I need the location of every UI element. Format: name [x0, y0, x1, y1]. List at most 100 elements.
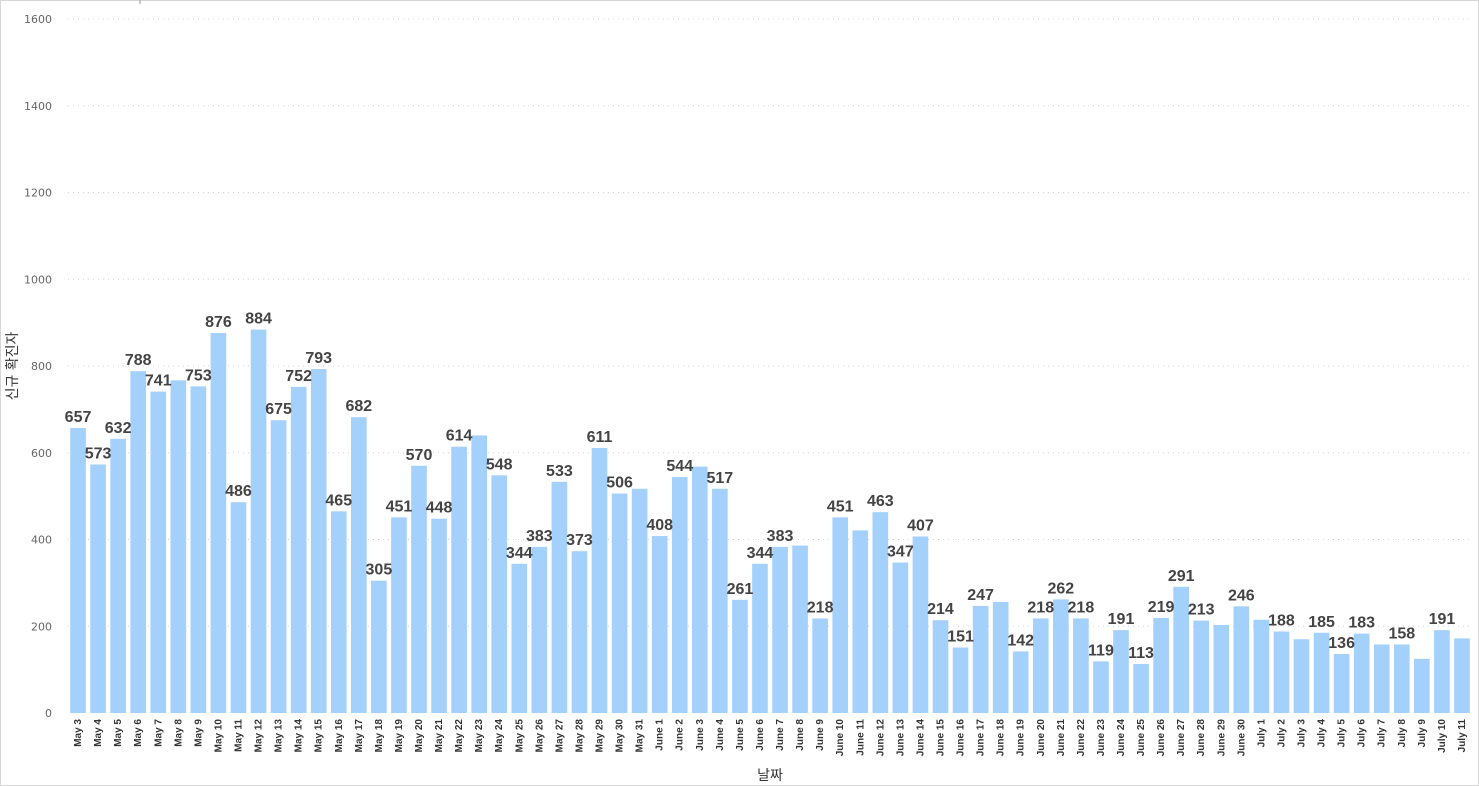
bar[interactable]	[1012, 651, 1029, 713]
bar[interactable]	[531, 546, 548, 713]
bar[interactable]	[1333, 654, 1350, 713]
bar[interactable]	[491, 475, 508, 713]
bar[interactable]	[90, 464, 106, 713]
data-label: 753	[185, 367, 212, 384]
bar[interactable]	[1434, 630, 1450, 713]
bar[interactable]	[210, 333, 227, 713]
bar[interactable]	[591, 447, 608, 713]
bar[interactable]	[1414, 658, 1430, 713]
bar[interactable]	[852, 530, 869, 713]
bar[interactable]	[1393, 644, 1410, 713]
x-tick-label: June 3	[695, 719, 706, 751]
bar[interactable]	[411, 465, 427, 713]
bar[interactable]	[1313, 632, 1330, 713]
bar[interactable]	[551, 481, 568, 713]
bar[interactable]	[732, 599, 748, 713]
bar[interactable]	[290, 386, 307, 713]
x-tick-label: May 28	[574, 719, 585, 753]
bar[interactable]	[812, 618, 828, 713]
data-label: 347	[887, 543, 914, 560]
bar[interactable]	[1133, 663, 1149, 713]
bar[interactable]	[832, 517, 849, 713]
bar[interactable]	[1273, 631, 1290, 713]
bar[interactable]	[772, 546, 788, 713]
x-tick-label: June 23	[1096, 719, 1107, 757]
bar[interactable]	[631, 488, 648, 713]
bar[interactable]	[892, 562, 909, 713]
data-label: 214	[927, 601, 954, 618]
bar[interactable]	[230, 502, 247, 713]
bar[interactable]	[451, 446, 467, 713]
bar[interactable]	[912, 536, 929, 713]
bar[interactable]	[1233, 606, 1250, 713]
bar[interactable]	[310, 369, 327, 713]
x-tick-label: June 28	[1196, 719, 1207, 757]
bar[interactable]	[571, 551, 588, 713]
bar[interactable]	[1454, 638, 1470, 713]
x-tick-label: May 13	[274, 719, 285, 753]
bar[interactable]	[110, 438, 126, 713]
bar[interactable]	[691, 466, 708, 713]
bar[interactable]	[1293, 639, 1310, 713]
bar[interactable]	[1113, 630, 1129, 713]
data-label: 611	[587, 429, 613, 446]
bar[interactable]	[1093, 661, 1109, 713]
x-tick-label: May 21	[434, 719, 445, 753]
x-tick-label: June 10	[835, 719, 846, 757]
x-tick-label: May 27	[554, 719, 565, 753]
bar[interactable]	[651, 536, 668, 713]
bar[interactable]	[1353, 633, 1370, 713]
bar[interactable]	[1032, 618, 1049, 713]
data-label: 191	[1429, 611, 1456, 628]
x-tick-label: July 4	[1317, 719, 1328, 748]
bar[interactable]	[351, 417, 367, 713]
bar[interactable]	[1253, 619, 1270, 713]
bar[interactable]	[1153, 618, 1169, 713]
bar[interactable]	[391, 517, 407, 713]
data-label: 448	[426, 500, 453, 517]
data-label: 188	[1268, 612, 1295, 629]
x-tick-label: June 6	[755, 719, 766, 751]
bar[interactable]	[611, 493, 628, 713]
x-tick-label: June 9	[815, 719, 826, 751]
bar[interactable]	[952, 647, 969, 713]
bar[interactable]	[992, 601, 1009, 713]
bar[interactable]	[150, 391, 167, 713]
bar[interactable]	[1373, 644, 1390, 713]
data-label: 506	[606, 475, 633, 492]
data-label: 451	[386, 498, 413, 515]
bar[interactable]	[471, 435, 487, 713]
bar[interactable]	[932, 620, 949, 713]
data-label: 191	[1108, 611, 1135, 628]
bar[interactable]	[431, 518, 447, 713]
bar[interactable]	[671, 477, 688, 713]
bar[interactable]	[270, 420, 287, 713]
bar[interactable]	[1193, 620, 1210, 713]
x-tick-label: June 11	[855, 719, 866, 756]
bar[interactable]	[170, 380, 187, 713]
bar[interactable]	[872, 512, 889, 713]
bar[interactable]	[752, 563, 768, 713]
x-tick-label: May 19	[394, 719, 405, 753]
bars	[70, 329, 1470, 713]
bar[interactable]	[130, 371, 147, 713]
bar[interactable]	[330, 511, 347, 713]
x-tick-label: June 17	[976, 719, 987, 757]
x-tick-label: June 18	[996, 719, 1007, 757]
bar[interactable]	[972, 605, 989, 713]
bar[interactable]	[1073, 618, 1089, 713]
bar[interactable]	[371, 580, 387, 713]
bar[interactable]	[1213, 624, 1230, 713]
bar[interactable]	[511, 563, 528, 713]
data-label: 213	[1188, 602, 1215, 619]
x-tick-label: June 2	[675, 719, 686, 751]
bar[interactable]	[1053, 599, 1069, 713]
bar[interactable]	[792, 545, 808, 713]
bar[interactable]	[1173, 586, 1189, 713]
bar[interactable]	[250, 329, 267, 713]
bar[interactable]	[190, 386, 207, 713]
x-axis-ticks: May 3 May 4 May 5 May 6 May 7 May 8 May 9 May 1…	[73, 719, 1468, 757]
bar[interactable]	[712, 488, 728, 713]
bar[interactable]	[70, 428, 86, 713]
